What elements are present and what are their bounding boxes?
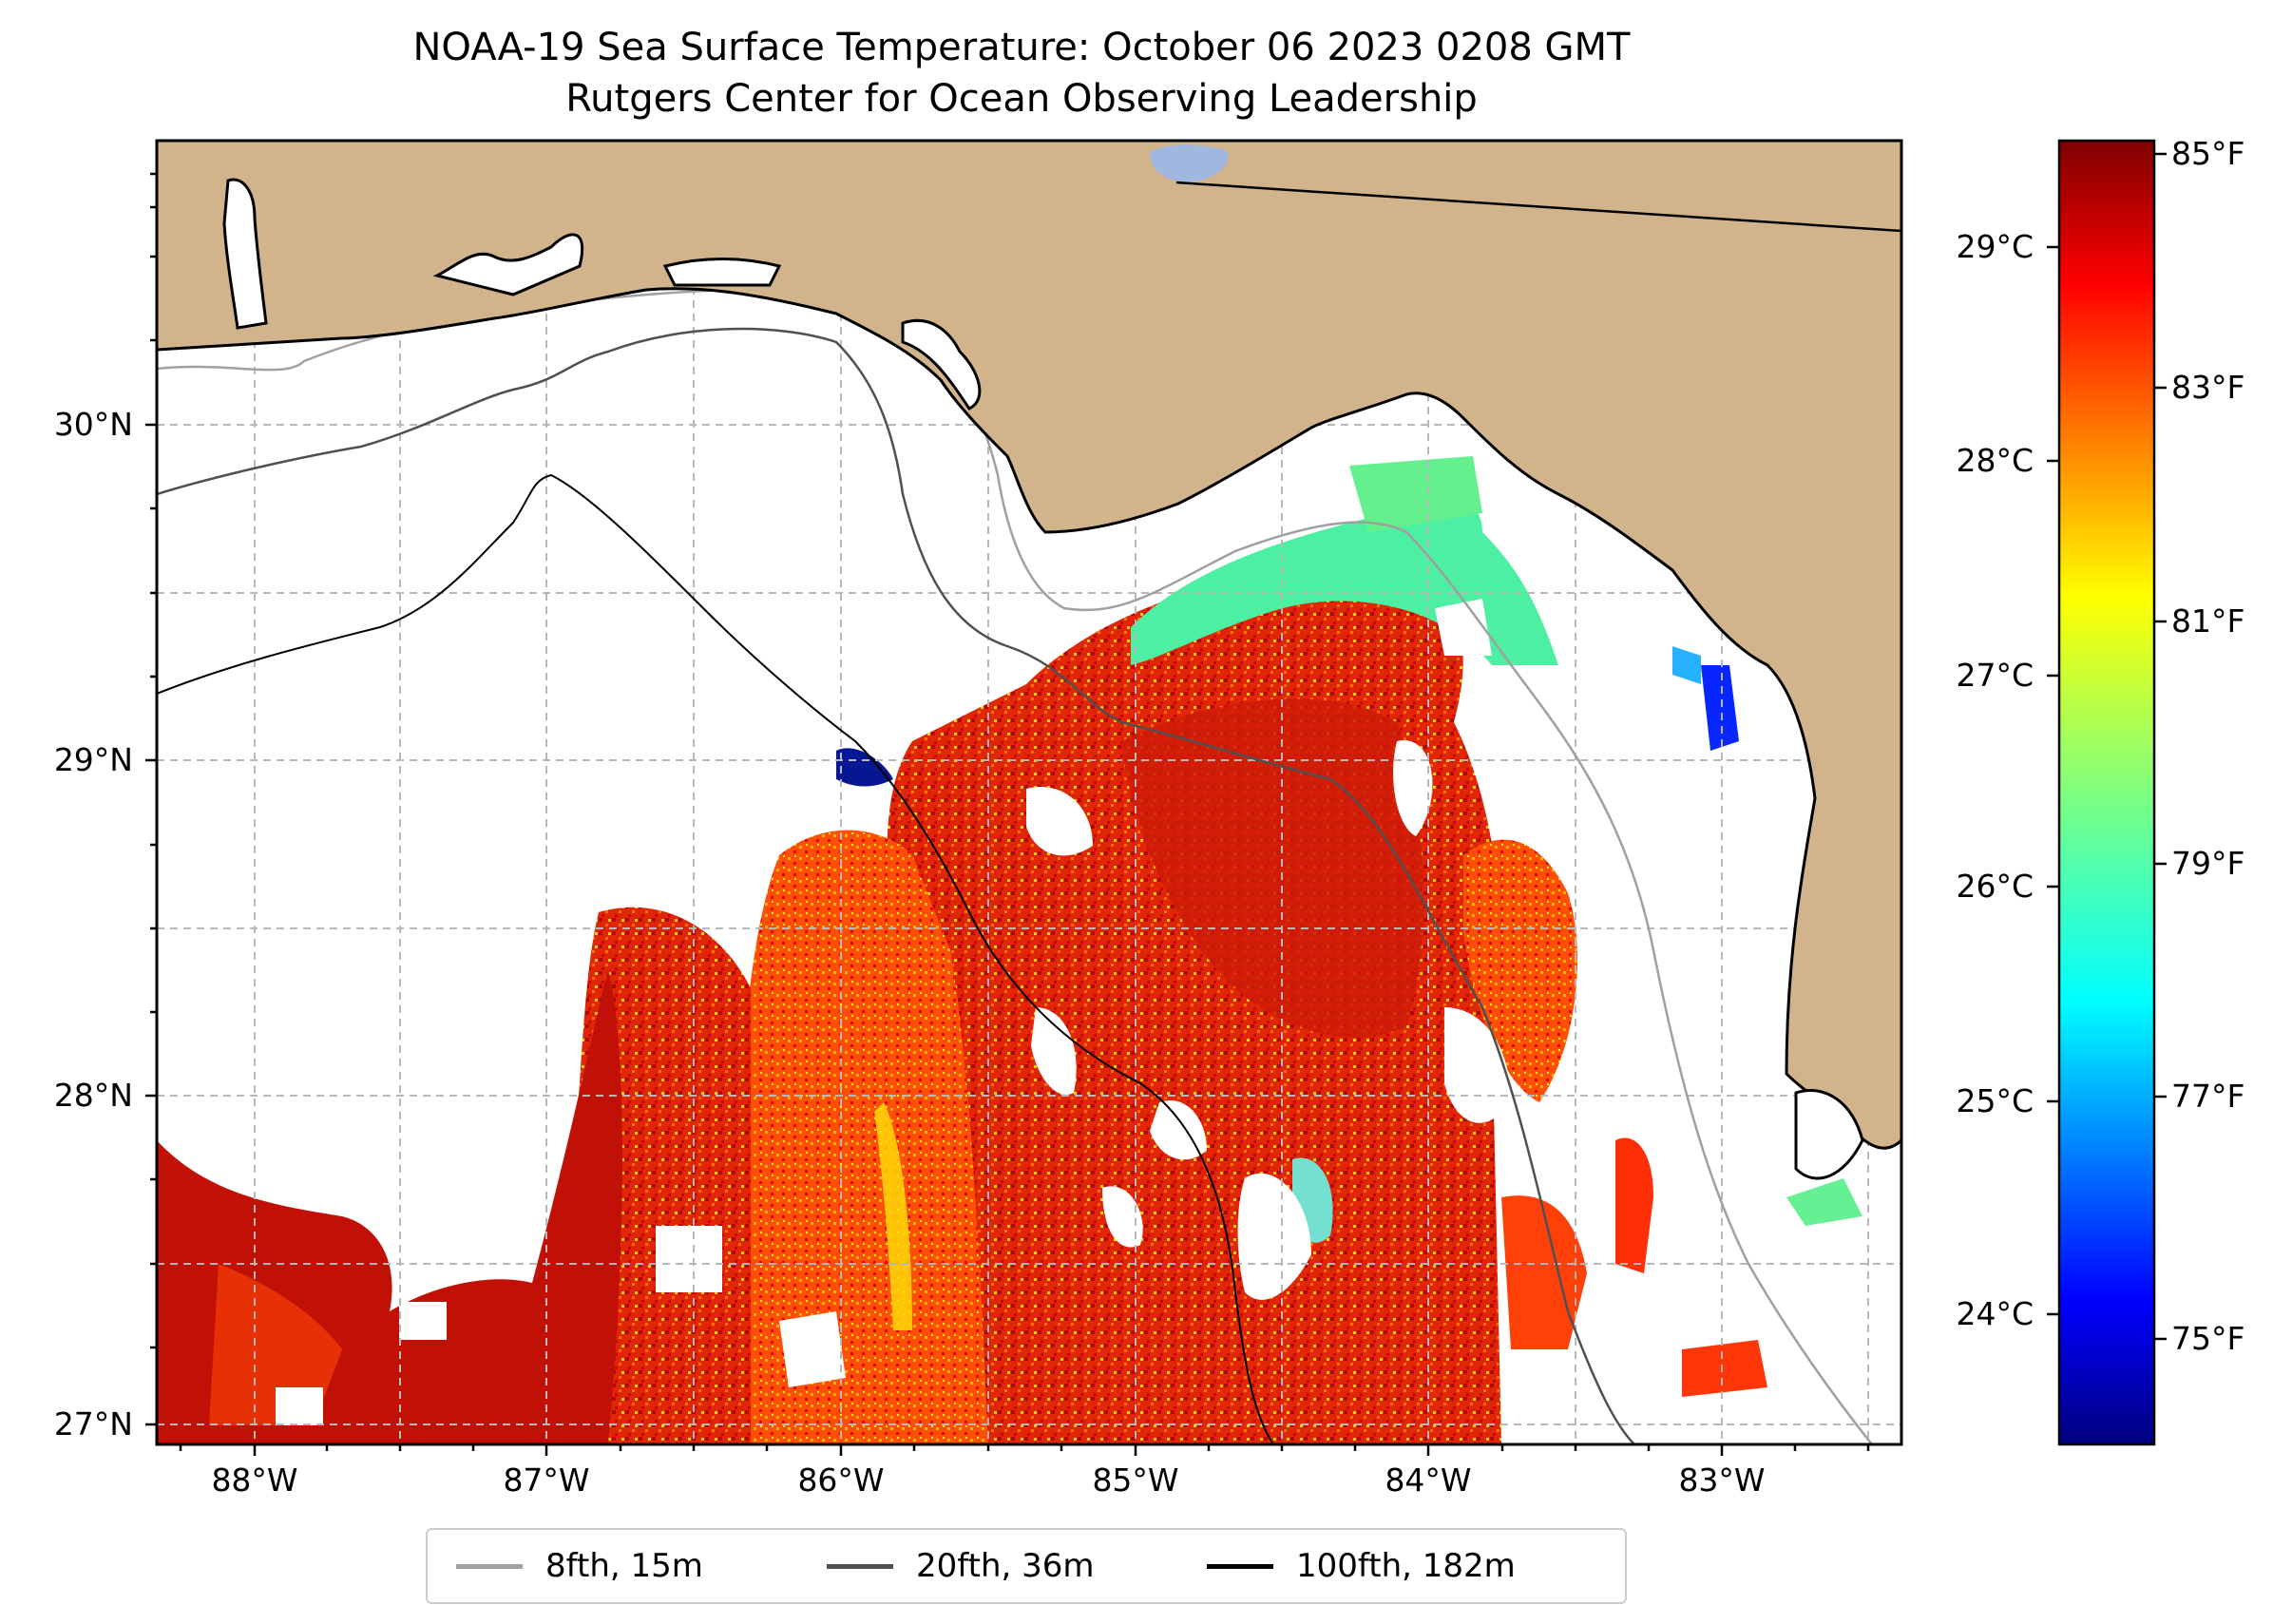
contour-100fth [157,473,1274,1444]
contour-legend: 8fth, 15m 20fth, 36m 100fth, 182m [426,1528,1627,1604]
colorbar-label-27c: 27°C [1956,657,2034,694]
colorbar-label-85f: 85°F [2171,135,2245,172]
land-mass [157,141,1901,1150]
lon-label-84: 84°W [1385,1462,1472,1499]
map-frame [155,139,1903,1446]
colorbar-label-26c: 26°C [1956,868,2034,905]
colorbar-label-75f: 75°F [2171,1320,2245,1357]
colorbar-label-77f: 77°F [2171,1078,2245,1115]
map-title: NOAA-19 Sea Surface Temperature: October… [412,26,1631,69]
lon-label-86: 86°W [797,1462,885,1499]
legend-item-20fth: 20fth, 36m [827,1530,1095,1602]
legend-item-8fth: 8fth, 15m [456,1530,703,1602]
lat-label-27: 27°N [53,1405,133,1442]
lat-label-30: 30°N [53,406,133,443]
colorbar [2057,139,2156,1446]
colorbar-label-81f: 81°F [2171,602,2245,640]
bays [222,178,1864,1180]
colorbar-label-24c: 24°C [1956,1295,2034,1332]
sst-data-layer [157,219,1862,1444]
colorbar-label-79f: 79°F [2171,845,2245,882]
map-area[interactable] [157,141,1901,1444]
longitude-ticks [179,1444,1870,1456]
legend-swatch-20fth [827,1563,893,1569]
lat-label-28: 28°N [53,1077,133,1114]
contour-20fth [157,327,1635,1444]
legend-label-8fth: 8fth, 15m [545,1547,703,1585]
lat-label-29: 29°N [53,741,133,778]
colorbar-label-25c: 25°C [1956,1082,2034,1119]
legend-label-20fth: 20fth, 36m [916,1547,1095,1585]
legend-swatch-100fth [1207,1563,1273,1569]
lon-label-87: 87°W [503,1462,590,1499]
lon-label-85: 85°W [1092,1462,1179,1499]
legend-label-100fth: 100fth, 182m [1296,1547,1516,1585]
state-boundary [1175,181,1901,233]
colorbar-label-29c: 29°C [1956,228,2034,265]
lon-label-88: 88°W [211,1462,298,1499]
colorbar-ticks [2047,152,2167,1341]
legend-swatch-8fth [456,1563,523,1569]
colorbar-label-28c: 28°C [1956,442,2034,479]
lake [1150,144,1229,182]
map-subtitle: Rutgers Center for Ocean Observing Leade… [565,77,1478,121]
colorbar-label-83f: 83°F [2171,369,2245,406]
lon-label-83: 83°W [1678,1462,1766,1499]
legend-item-100fth: 100fth, 182m [1207,1530,1516,1602]
latitude-ticks [145,172,157,1426]
